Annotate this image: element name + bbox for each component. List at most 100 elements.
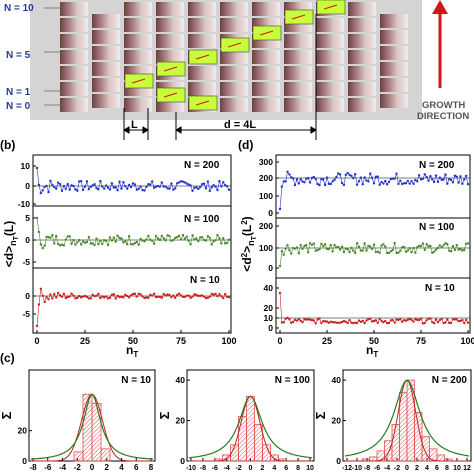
data-point	[307, 176, 310, 180]
data-point	[374, 250, 378, 254]
y-tick-label: 10	[21, 161, 31, 171]
data-point	[47, 298, 50, 301]
data-point	[49, 179, 52, 182]
data-point	[427, 245, 430, 248]
y-tick-label: -10	[18, 199, 31, 209]
data-point	[129, 185, 133, 189]
data-point	[464, 318, 468, 322]
data-point	[395, 251, 398, 255]
data-point	[310, 243, 314, 247]
y-tick-label: -5	[22, 257, 30, 267]
data-point	[444, 242, 447, 245]
substrate-brick	[316, 34, 344, 48]
substrate-brick	[60, 82, 88, 96]
data-point	[352, 249, 355, 252]
data-point	[406, 318, 410, 321]
substrate-brick	[92, 94, 120, 108]
x-tick-label: 6	[435, 465, 439, 472]
data-point	[101, 185, 104, 188]
data-point	[410, 179, 413, 183]
data-point	[310, 318, 314, 322]
data-point	[49, 293, 52, 296]
data-point	[357, 180, 361, 183]
data-point	[72, 294, 75, 297]
data-point	[43, 244, 46, 247]
data-point	[222, 296, 225, 300]
data-point	[416, 318, 419, 322]
data-point	[288, 173, 291, 176]
data-point	[85, 295, 89, 299]
data-point	[200, 235, 204, 239]
data-point	[335, 246, 338, 249]
data-point	[168, 187, 171, 190]
x-tick-label: 75	[416, 336, 426, 346]
substrate-brick	[348, 34, 376, 48]
y-tick-label: 20	[264, 303, 274, 313]
substrate-brick	[252, 50, 280, 64]
data-point	[212, 183, 215, 187]
data-point	[41, 247, 44, 250]
data-point	[288, 248, 291, 252]
data-point	[402, 245, 406, 249]
substrate-brick	[220, 98, 248, 112]
lorentzian-fit-line	[188, 395, 313, 459]
data-point	[164, 185, 167, 188]
x-tick-label: 2	[105, 463, 110, 472]
data-point	[126, 187, 129, 190]
data-point	[108, 296, 112, 300]
x-tick-label: 4	[272, 465, 276, 472]
data-point	[181, 295, 185, 299]
data-point	[170, 182, 173, 185]
y-tick-label: 20	[18, 426, 28, 436]
data-point	[143, 240, 146, 243]
data-point	[327, 247, 331, 251]
data-point	[423, 248, 426, 252]
data-point	[168, 293, 171, 297]
data-point	[116, 294, 119, 298]
data-point	[218, 179, 221, 183]
data-point	[444, 173, 447, 176]
data-point	[172, 294, 175, 297]
data-point	[346, 247, 349, 251]
data-point	[323, 183, 327, 187]
data-point	[91, 293, 94, 296]
data-point	[348, 173, 351, 177]
data-point	[191, 189, 194, 192]
data-point	[85, 180, 89, 183]
data-point	[278, 264, 282, 268]
data-point	[53, 185, 56, 189]
data-point	[361, 319, 364, 323]
data-point	[401, 246, 404, 249]
data-point	[369, 317, 372, 320]
data-point	[432, 322, 436, 325]
data-point	[318, 317, 321, 320]
substrate-brick	[188, 18, 216, 32]
orientation-arrow-icon	[323, 4, 338, 10]
panel-d-label: (d)	[238, 138, 253, 152]
data-point	[410, 318, 413, 322]
data-point	[382, 321, 385, 324]
data-point	[124, 293, 127, 297]
data-point	[337, 172, 340, 175]
data-point	[401, 182, 404, 186]
data-point	[327, 321, 331, 324]
data-point	[200, 182, 204, 186]
data-point	[325, 247, 329, 251]
data-point	[89, 297, 92, 300]
data-point	[425, 319, 428, 322]
data-point	[122, 180, 125, 184]
data-point	[363, 176, 366, 179]
data-point	[406, 249, 410, 252]
data-point	[417, 244, 421, 248]
data-point	[393, 177, 396, 180]
data-point	[158, 185, 162, 188]
orientation-arrow-icon	[163, 66, 178, 72]
data-point	[76, 241, 79, 244]
data-point	[325, 176, 329, 179]
data-point	[58, 182, 62, 186]
data-point	[320, 177, 323, 181]
data-point	[376, 250, 379, 253]
data-point	[464, 242, 468, 245]
data-point	[357, 319, 361, 322]
